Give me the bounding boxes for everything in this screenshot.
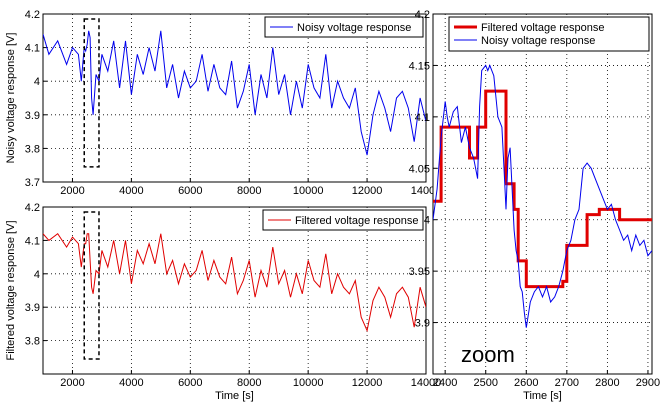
y-tick-label: 4.1 bbox=[25, 235, 40, 247]
zoom-panel: 2400 2500 2600 2700 2800 2900 3.9 3.95 4 4.05 4.1 4… bbox=[409, 9, 661, 402]
legend-label: Filtered voltage response bbox=[295, 215, 419, 227]
x-tick-label: 4000 bbox=[119, 377, 143, 389]
zoom-region-box bbox=[83, 18, 100, 168]
series-line bbox=[43, 30, 426, 156]
x-axis-label: Time [s] bbox=[523, 390, 562, 402]
y-tick-label: 4 bbox=[34, 76, 40, 88]
plot-frame bbox=[42, 13, 427, 183]
noisy-response-panel: 2000 4000 6000 8000 10000 12000 140003.73.83.9… bbox=[5, 9, 441, 197]
y-tick-label: 3.7 bbox=[25, 177, 40, 189]
x-tick-label: 12000 bbox=[352, 377, 383, 389]
y-tick-label: 4.2 bbox=[415, 9, 430, 21]
x-tick-label: 14000 bbox=[411, 377, 442, 389]
x-tick-label: 2000 bbox=[60, 377, 84, 389]
y-tick-label: 3.95 bbox=[409, 266, 430, 278]
series-line bbox=[43, 232, 426, 333]
plot-frame bbox=[42, 206, 427, 375]
x-axis-label: Time [s] bbox=[215, 390, 254, 402]
y-tick-label: 4.05 bbox=[409, 163, 430, 175]
x-tick-label: 2700 bbox=[555, 377, 579, 389]
x-tick-label: 2800 bbox=[595, 377, 619, 389]
x-tick-label: 4000 bbox=[119, 185, 143, 197]
legend-label: Noisy voltage response bbox=[297, 22, 411, 34]
x-tick-label: 10000 bbox=[293, 185, 324, 197]
x-tick-label: 12000 bbox=[352, 185, 383, 197]
x-tick-label: 2900 bbox=[636, 377, 660, 389]
legend-label: Filtered voltage response bbox=[481, 22, 605, 34]
legend-box bbox=[264, 16, 424, 38]
y-tick-label: 4.2 bbox=[25, 202, 40, 214]
zoom-region-box bbox=[83, 211, 100, 360]
zoom-label: zoom bbox=[461, 342, 515, 367]
y-tick-label: 4.1 bbox=[25, 43, 40, 55]
y-tick-label: 3.9 bbox=[25, 302, 40, 314]
x-tick-label: 2600 bbox=[514, 377, 538, 389]
y-tick-label: 4 bbox=[424, 215, 430, 227]
x-tick-label: 8000 bbox=[237, 377, 261, 389]
x-tick-label: 8000 bbox=[237, 185, 261, 197]
y-axis-label: Noisy voltage response [V] bbox=[5, 33, 17, 164]
x-tick-label: 2500 bbox=[473, 377, 497, 389]
filtered-response-panel: 2000 4000 6000 8000 10000 12000 14000 3.8 3.9 4 4.… bbox=[5, 202, 441, 402]
y-tick-label: 4.15 bbox=[409, 60, 430, 72]
y-tick-label: 3.8 bbox=[25, 143, 40, 155]
series-line bbox=[433, 64, 652, 328]
y-tick-label: 4.2 bbox=[25, 9, 40, 21]
x-tick-label: 2000 bbox=[60, 185, 84, 197]
x-tick-label: 2400 bbox=[433, 377, 457, 389]
plot-frame bbox=[432, 13, 653, 375]
legend-box bbox=[262, 209, 424, 231]
x-tick-label: 6000 bbox=[178, 185, 202, 197]
y-tick-label: 3.8 bbox=[25, 336, 40, 348]
y-tick-label: 4 bbox=[34, 269, 40, 281]
x-tick-label: 6000 bbox=[178, 377, 202, 389]
y-tick-label: 4.1 bbox=[415, 112, 430, 124]
legend-box bbox=[448, 16, 650, 52]
x-tick-label: 10000 bbox=[293, 377, 324, 389]
y-tick-label: 3.9 bbox=[415, 318, 430, 330]
legend-label: Noisy voltage response bbox=[481, 35, 595, 47]
y-axis-label: Filtered voltage response [V] bbox=[5, 220, 17, 360]
y-tick-label: 3.9 bbox=[25, 110, 40, 122]
